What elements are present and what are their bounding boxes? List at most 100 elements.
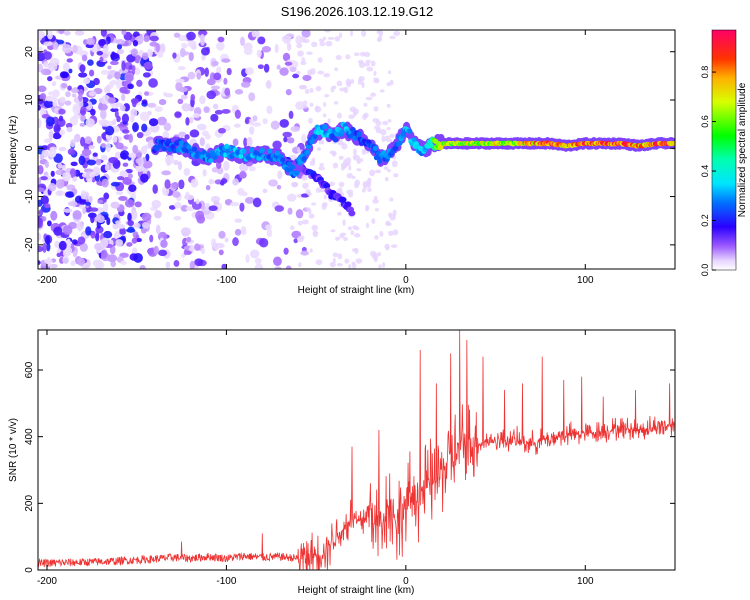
noise-blob bbox=[177, 98, 184, 105]
noise-blob bbox=[85, 226, 92, 236]
noise-blob bbox=[274, 205, 284, 212]
noise-blob bbox=[201, 130, 209, 137]
noise-blob bbox=[254, 263, 264, 269]
noise-blob bbox=[109, 80, 118, 85]
noise-blob bbox=[316, 147, 322, 151]
noise-blob bbox=[59, 71, 68, 79]
noise-blob bbox=[332, 162, 339, 169]
noise-blob bbox=[234, 109, 241, 119]
noise-blob bbox=[248, 92, 256, 102]
noise-blob bbox=[373, 195, 378, 201]
noise-blob bbox=[256, 49, 262, 58]
noise-blob bbox=[44, 258, 53, 264]
colorbar-tick-label: 0.2 bbox=[700, 214, 710, 227]
noise-blob bbox=[76, 221, 84, 231]
noise-blob bbox=[149, 35, 159, 42]
noise-blob bbox=[279, 118, 290, 128]
noise-blob bbox=[38, 30, 44, 39]
noise-blob bbox=[79, 122, 86, 127]
noise-blob bbox=[115, 79, 123, 89]
noise-blob bbox=[180, 204, 189, 212]
noise-blob bbox=[59, 129, 66, 136]
noise-blob bbox=[318, 139, 322, 145]
noise-blob bbox=[144, 91, 150, 96]
ridge-blob bbox=[280, 157, 286, 163]
figure-title: S196.2026.103.12.19.G12 bbox=[281, 4, 434, 19]
noise-blob bbox=[367, 187, 372, 193]
noise-blob bbox=[378, 264, 382, 269]
noise-blob bbox=[83, 168, 94, 173]
noise-blob bbox=[107, 97, 116, 104]
noise-blob bbox=[39, 154, 45, 160]
noise-blob bbox=[114, 230, 120, 237]
noise-blob bbox=[127, 219, 134, 227]
noise-blob bbox=[241, 191, 248, 197]
noise-blob bbox=[249, 249, 260, 259]
noise-blob bbox=[384, 176, 389, 182]
noise-blob bbox=[38, 199, 43, 207]
noise-blob bbox=[200, 247, 206, 255]
noise-blob bbox=[385, 222, 392, 226]
noise-blob bbox=[311, 41, 318, 48]
noise-blob bbox=[70, 139, 76, 148]
noise-blob bbox=[302, 38, 310, 44]
noise-blob bbox=[115, 190, 124, 196]
noise-blob bbox=[63, 31, 71, 36]
noise-blob bbox=[376, 252, 382, 257]
noise-blob bbox=[304, 88, 310, 95]
noise-blob bbox=[106, 74, 112, 80]
noise-blob bbox=[127, 83, 134, 90]
snr-line bbox=[38, 330, 675, 570]
noise-blob bbox=[373, 106, 379, 112]
noise-blob bbox=[308, 208, 312, 215]
noise-blob bbox=[80, 106, 87, 116]
noise-blob bbox=[61, 164, 67, 170]
noise-blob bbox=[44, 160, 49, 169]
noise-blob bbox=[47, 76, 53, 82]
noise-blob bbox=[196, 72, 202, 80]
x-tick-label: -200 bbox=[37, 576, 57, 587]
spectrogram-xlabel: Height of straight line (km) bbox=[298, 285, 415, 296]
noise-blob bbox=[63, 208, 73, 213]
noise-blob bbox=[105, 125, 115, 136]
noise-blob bbox=[39, 176, 48, 181]
noise-blob bbox=[70, 260, 76, 266]
noise-blob bbox=[208, 178, 215, 185]
noise-blob bbox=[374, 235, 379, 240]
noise-blob bbox=[38, 232, 42, 241]
noise-blob bbox=[255, 30, 260, 39]
noise-blob bbox=[69, 116, 78, 126]
noise-blob bbox=[187, 39, 196, 48]
noise-blob bbox=[188, 51, 194, 62]
noise-blob bbox=[97, 103, 108, 111]
noise-blob bbox=[136, 238, 142, 243]
noise-blob bbox=[373, 256, 378, 263]
noise-blob bbox=[274, 43, 279, 54]
noise-blob bbox=[189, 129, 200, 138]
noise-blob bbox=[71, 239, 78, 245]
noise-blob bbox=[334, 35, 341, 42]
noise-blob bbox=[365, 205, 369, 212]
noise-blob bbox=[57, 162, 63, 169]
noise-blob bbox=[81, 264, 89, 269]
noise-blob bbox=[141, 222, 150, 229]
noise-blob bbox=[245, 67, 254, 75]
noise-blob bbox=[218, 249, 224, 256]
noise-blob bbox=[88, 69, 95, 77]
noise-blob bbox=[62, 172, 72, 182]
noise-blob bbox=[283, 247, 289, 255]
noise-blob bbox=[213, 244, 219, 251]
noise-blob bbox=[282, 52, 291, 62]
noise-blob bbox=[393, 173, 399, 178]
noise-blob bbox=[244, 196, 255, 204]
noise-blob bbox=[45, 235, 51, 245]
noise-blob bbox=[187, 71, 196, 80]
noise-blob bbox=[45, 95, 55, 102]
noise-blob bbox=[49, 57, 60, 67]
ridge-blob bbox=[224, 143, 230, 149]
noise-blob bbox=[361, 148, 366, 156]
noise-blob bbox=[370, 60, 376, 67]
noise-blob bbox=[311, 224, 319, 232]
noise-blob bbox=[121, 60, 126, 71]
